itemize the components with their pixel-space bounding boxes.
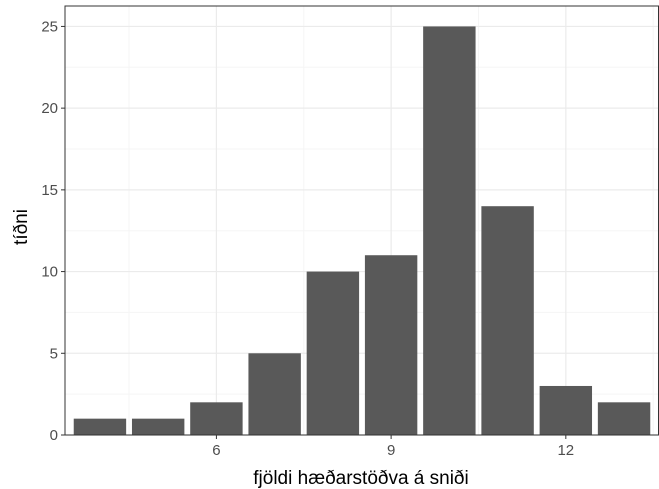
y-tick-label: 25 (41, 18, 58, 35)
y-axis-title: tíðni (11, 209, 32, 245)
bar (539, 385, 593, 435)
bar (131, 418, 185, 435)
bars (73, 26, 651, 436)
bar (597, 402, 651, 435)
bar (481, 206, 534, 435)
bar (306, 271, 360, 435)
bar (364, 255, 418, 435)
x-tick-label: 12 (557, 442, 574, 459)
y-axis-ticks: 0 5 10 15 20 25 (41, 18, 65, 444)
y-tick-label: 15 (41, 182, 58, 199)
y-tick-label: 20 (41, 100, 58, 117)
grid-lines (65, 6, 659, 436)
x-tick-label: 9 (387, 442, 395, 459)
y-tick-label: 0 (50, 427, 58, 444)
bar (190, 402, 243, 435)
bar (423, 26, 476, 436)
panel-border (64, 5, 659, 436)
y-tick-label: 5 (50, 345, 58, 362)
x-axis-title: fjöldi hæðarstöðva á sniði (253, 468, 468, 489)
x-axis-ticks: 6 9 12 (212, 435, 574, 459)
y-tick-label: 10 (41, 264, 58, 281)
bar (73, 418, 127, 435)
bar (248, 353, 301, 435)
x-tick-label: 6 (212, 442, 220, 459)
